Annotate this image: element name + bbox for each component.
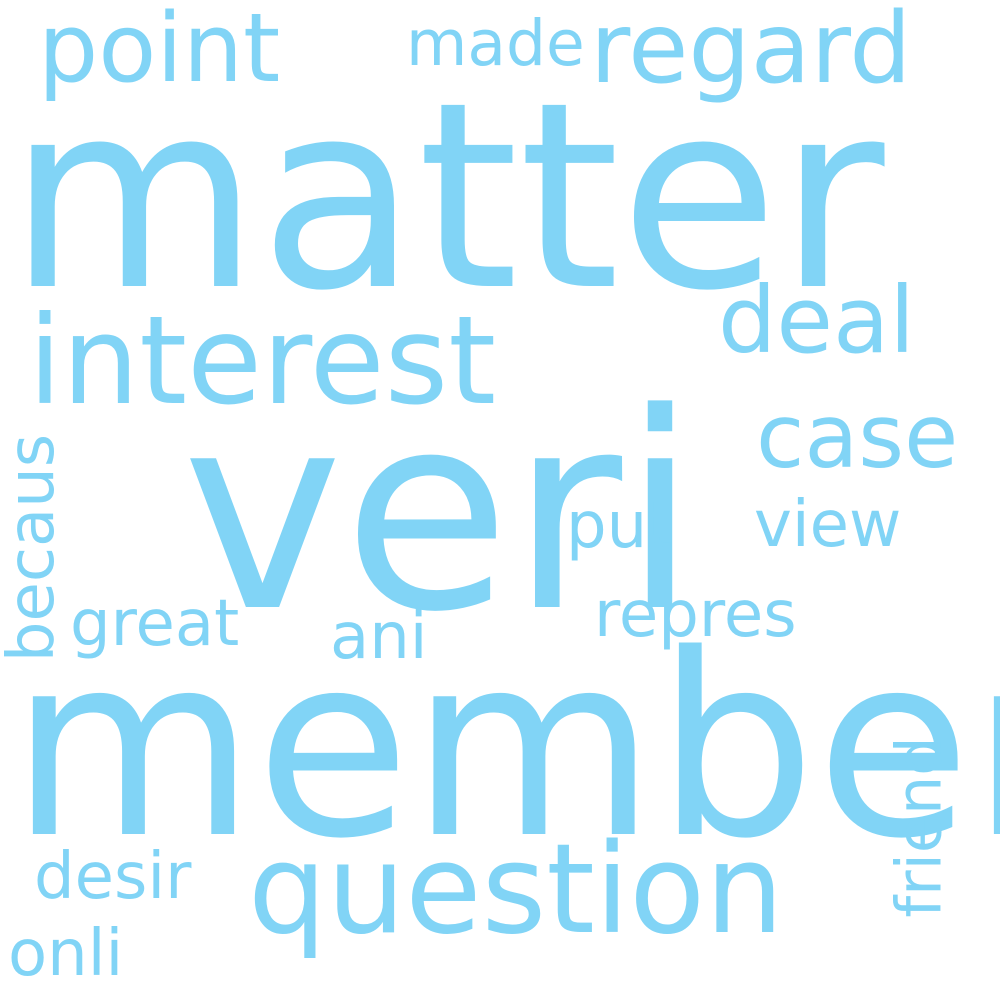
- word-veri: veri: [182, 356, 698, 672]
- word-regard: regard: [590, 0, 912, 106]
- word-made: made: [406, 7, 585, 80]
- word-put: put: [566, 489, 673, 563]
- word-case: case: [756, 385, 959, 488]
- word-deal: deal: [718, 267, 915, 374]
- word-friend: friend: [882, 736, 956, 918]
- word-ani: ani: [330, 600, 428, 674]
- word-member: member: [10, 601, 1000, 894]
- word-matter: matter: [8, 47, 885, 347]
- word-onli: onli: [8, 917, 124, 991]
- word-desir: desir: [34, 840, 192, 914]
- word-great: great: [70, 587, 240, 661]
- word-question: question: [248, 818, 784, 962]
- word-becaus: becaus: [0, 433, 70, 663]
- word-point: point: [38, 0, 281, 104]
- word-interest: interest: [28, 290, 497, 432]
- word-view: view: [754, 488, 902, 562]
- word-repres: repres: [594, 578, 797, 652]
